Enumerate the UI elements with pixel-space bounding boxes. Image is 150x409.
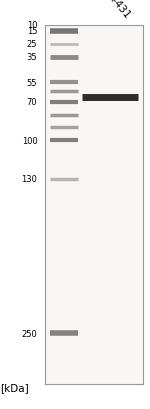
Text: A-431: A-431 xyxy=(105,0,133,21)
Text: [kDa]: [kDa] xyxy=(0,384,29,393)
